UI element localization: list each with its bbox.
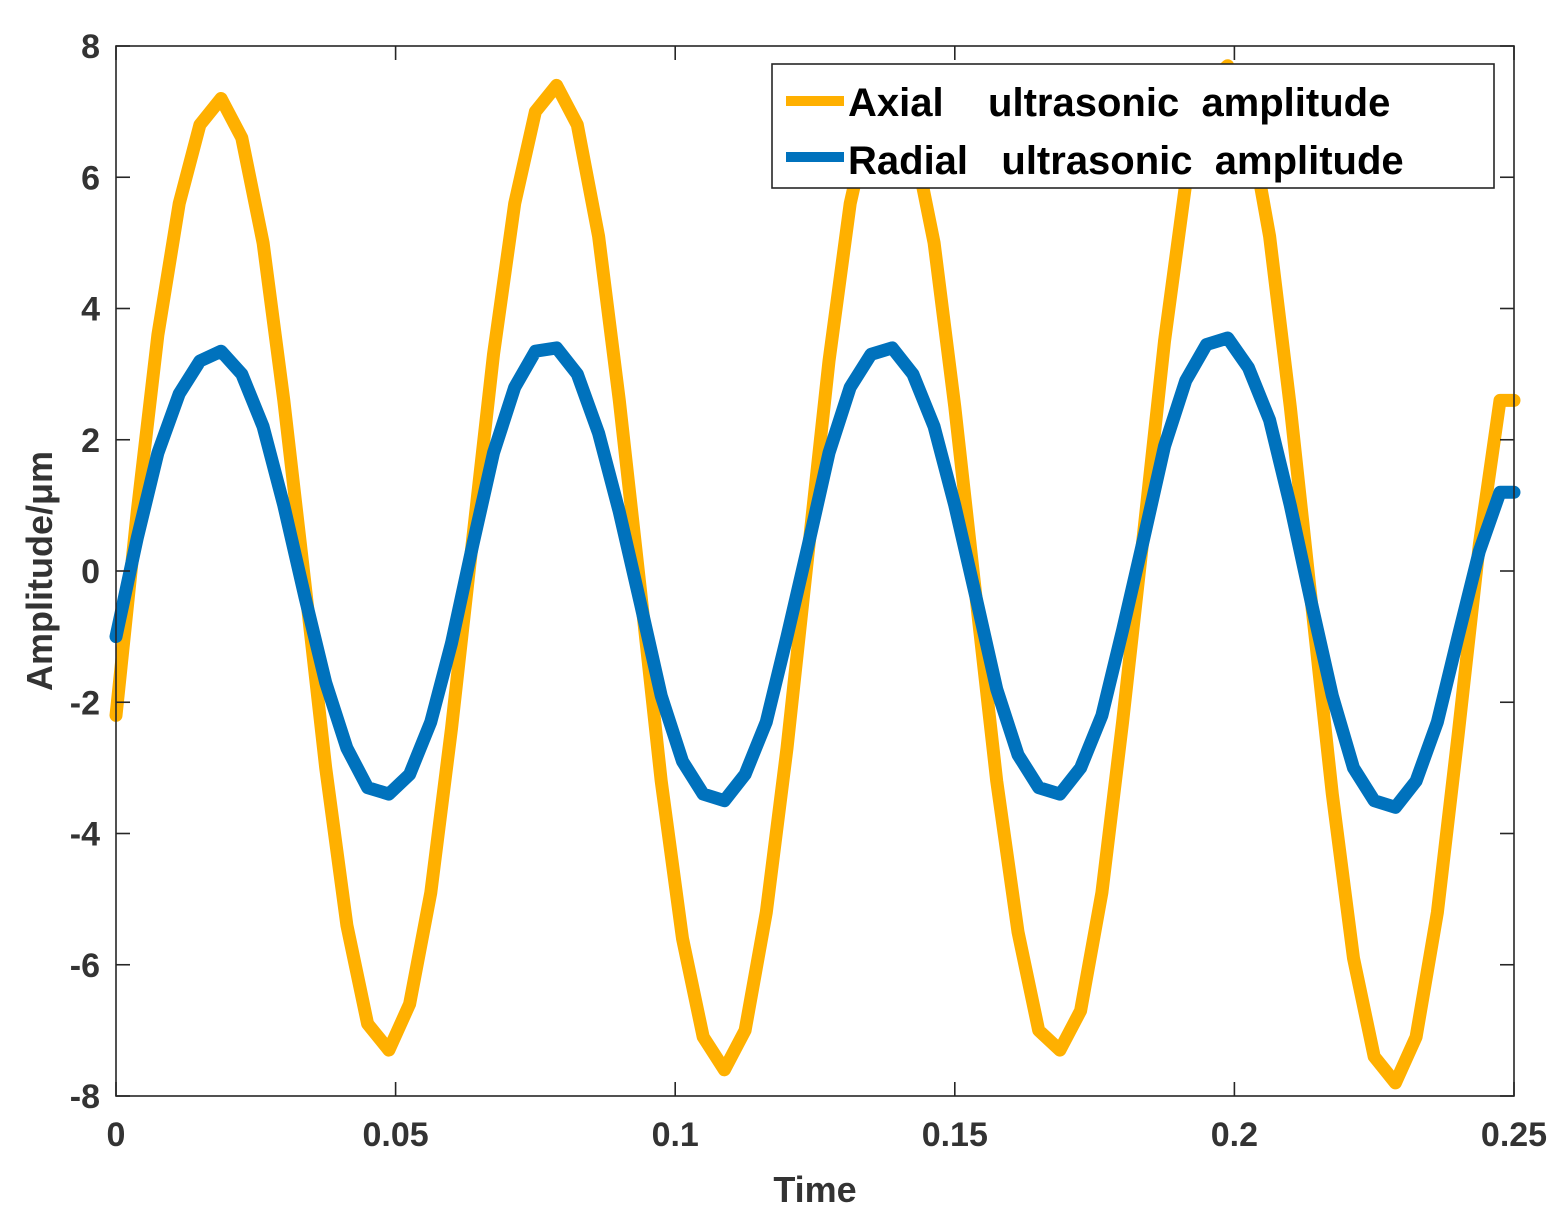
- x-tick-label: 0.25: [1481, 1116, 1547, 1154]
- y-axis-title: Amplitude/μm: [19, 451, 60, 691]
- x-tick-label: 0: [107, 1116, 126, 1154]
- x-axis-title: Time: [773, 1169, 856, 1210]
- x-tick-label: 0.2: [1211, 1116, 1258, 1154]
- y-tick-label: -4: [70, 816, 100, 854]
- legend-label-radial: Radial ultrasonic amplitude: [848, 139, 1404, 183]
- series-line-axial: [109, 59, 1521, 1090]
- y-tick-label: 2: [81, 422, 100, 460]
- y-tick-label: -6: [70, 947, 100, 985]
- legend-box: [771, 63, 1495, 189]
- series-axial: [109, 59, 1521, 1090]
- series-layer: [109, 59, 1521, 1090]
- legend: Axial ultrasonic amplitude Radial ultras…: [771, 63, 1495, 189]
- y-tick-label: 4: [81, 291, 100, 329]
- y-tick-label: -2: [70, 684, 100, 722]
- tick-layer: 0 0.05 0.1 0.15 0.2 0.25 -8 -6 -4 -2 0 2 4 6 8: [70, 28, 1547, 1154]
- x-tick-label: 0.1: [652, 1116, 699, 1154]
- x-tick-label: 0.05: [363, 1116, 429, 1154]
- legend-label-axial: Axial ultrasonic amplitude: [848, 81, 1390, 125]
- y-tick-label: -8: [70, 1078, 100, 1116]
- y-tick-label: 0: [81, 553, 100, 591]
- y-tick-label: 6: [81, 159, 100, 197]
- series-line-radial: [109, 331, 1521, 814]
- x-tick-label: 0.15: [922, 1116, 988, 1154]
- series-radial: [109, 331, 1521, 814]
- y-tick-label: 8: [81, 28, 100, 66]
